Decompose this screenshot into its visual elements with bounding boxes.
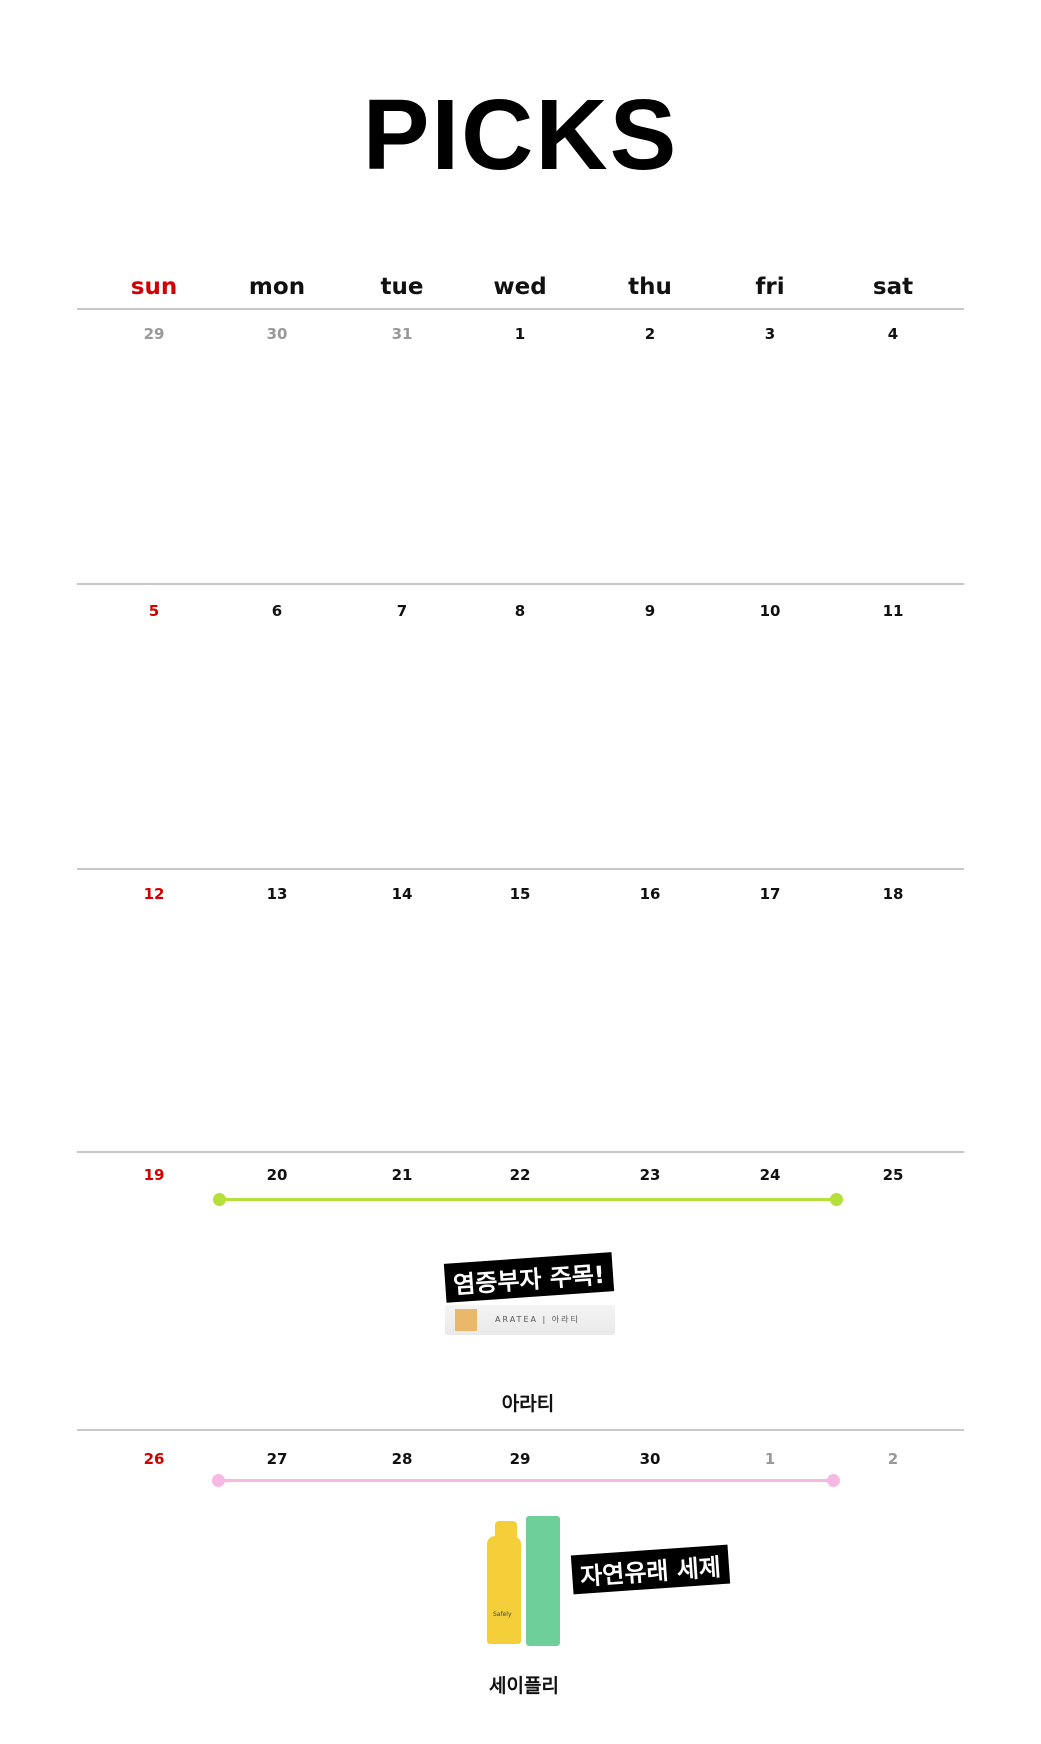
calendar-date[interactable]: 5 xyxy=(148,602,160,620)
calendar-date[interactable]: 17 xyxy=(759,885,781,903)
calendar-date[interactable]: 11 xyxy=(882,602,904,620)
calendar-date[interactable]: 2 xyxy=(644,325,656,343)
product-image-araty[interactable]: ARATEA | 아라티 xyxy=(445,1305,615,1335)
calendar-date[interactable]: 1 xyxy=(514,325,526,343)
calendar-date[interactable]: 18 xyxy=(882,885,904,903)
event-tag: 자연유래 세제 xyxy=(570,1544,731,1595)
calendar-date[interactable]: 4 xyxy=(887,325,899,343)
calendar-date[interactable]: 30 xyxy=(266,325,288,343)
product-label[interactable]: 아라티 xyxy=(501,1393,555,1415)
range-start-dot xyxy=(213,1193,226,1206)
product-thumb xyxy=(455,1309,477,1331)
calendar-date[interactable]: 14 xyxy=(391,885,413,903)
yellow-spray-nozzle xyxy=(495,1521,517,1543)
calendar-date[interactable]: 10 xyxy=(759,602,781,620)
yellow-spray-bottle xyxy=(487,1536,521,1644)
brand: Safely xyxy=(493,1611,512,1618)
weekday-tue: tue xyxy=(380,274,424,300)
calendar-date[interactable]: 1 xyxy=(764,1450,776,1468)
calendar-date[interactable]: 29 xyxy=(509,1450,531,1468)
calendar-date[interactable]: 25 xyxy=(882,1166,904,1184)
calendar-date[interactable]: 7 xyxy=(396,602,408,620)
weekday-mon: mon xyxy=(248,274,306,300)
calendar-date[interactable]: 6 xyxy=(271,602,283,620)
calendar-date[interactable]: 31 xyxy=(391,325,413,343)
range-end-dot xyxy=(827,1474,840,1487)
calendar-date[interactable]: 2 xyxy=(887,1450,899,1468)
product-label[interactable]: 세이플리 xyxy=(489,1675,559,1697)
calendar-date[interactable]: 21 xyxy=(391,1166,413,1184)
weekday-sun: sun xyxy=(130,274,178,300)
range-end-dot xyxy=(830,1193,843,1206)
calendar-date[interactable]: 24 xyxy=(759,1166,781,1184)
weekday-thu: thu xyxy=(628,274,672,300)
event-tag: 염증부자 주목! xyxy=(443,1252,614,1303)
week-divider xyxy=(77,308,964,310)
weekday-sat: sat xyxy=(872,274,914,300)
product-image-safely[interactable]: Safely xyxy=(485,1516,561,1646)
calendar-date[interactable]: 9 xyxy=(644,602,656,620)
calendar-date[interactable]: 20 xyxy=(266,1166,288,1184)
calendar-date[interactable]: 12 xyxy=(143,885,165,903)
event-range-bar-safely xyxy=(212,1474,840,1487)
calendar-date[interactable]: 3 xyxy=(764,325,776,343)
product-brand: ARATEA | 아라티 xyxy=(495,1315,580,1324)
calendar-date[interactable]: 27 xyxy=(266,1450,288,1468)
calendar-date[interactable]: 8 xyxy=(514,602,526,620)
calendar-date[interactable]: 16 xyxy=(639,885,661,903)
calendar-date[interactable]: 29 xyxy=(143,325,165,343)
calendar-date[interactable]: 23 xyxy=(639,1166,661,1184)
calendar-date[interactable]: 19 xyxy=(143,1166,165,1184)
event-range-bar-araty xyxy=(213,1193,843,1206)
calendar-date[interactable]: 26 xyxy=(143,1450,165,1468)
calendar-date[interactable]: 13 xyxy=(266,885,288,903)
week-divider xyxy=(77,1151,964,1153)
week-divider xyxy=(77,868,964,870)
weekday-wed: wed xyxy=(493,274,547,300)
calendar-date[interactable]: 15 xyxy=(509,885,531,903)
calendar-date[interactable]: 22 xyxy=(509,1166,531,1184)
weekday-fri: fri xyxy=(755,274,785,300)
calendar-date[interactable]: 28 xyxy=(391,1450,413,1468)
week-divider xyxy=(77,583,964,585)
calendar-date[interactable]: 30 xyxy=(639,1450,661,1468)
green-bottle xyxy=(526,1516,560,1646)
page-title: PICKS xyxy=(362,79,679,191)
week-divider xyxy=(77,1429,964,1431)
range-start-dot xyxy=(212,1474,225,1487)
